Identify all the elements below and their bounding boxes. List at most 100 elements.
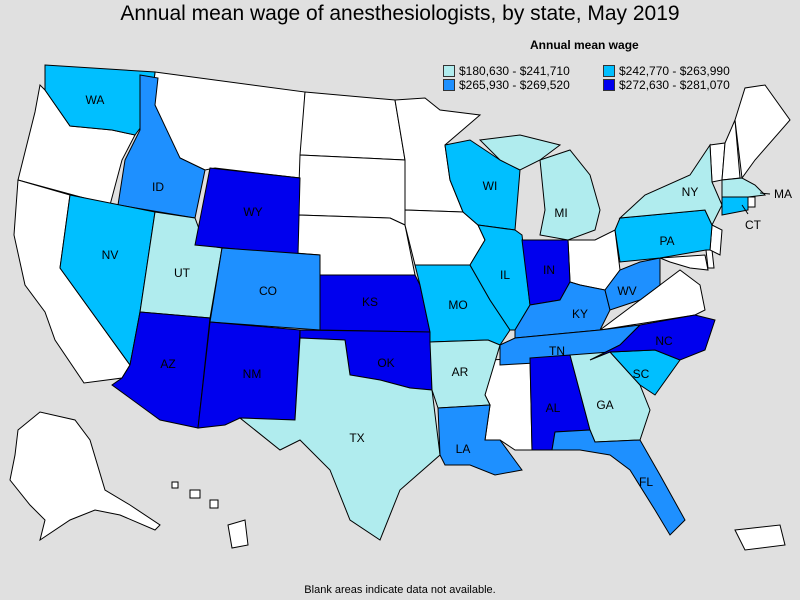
state-wy xyxy=(194,167,301,256)
legend-swatch-tier-3 xyxy=(443,79,455,91)
state-vt xyxy=(709,142,726,183)
state-sd xyxy=(297,154,406,226)
state-pa xyxy=(614,209,713,263)
state-ma xyxy=(721,177,767,198)
state-va xyxy=(599,269,706,331)
state-nv xyxy=(59,194,156,367)
state-nm xyxy=(197,321,301,429)
legend-label-tier-3: $265,930 - $269,520 xyxy=(459,78,570,92)
state-hi-3 xyxy=(209,499,219,509)
footnote: Blank areas indicate data not available. xyxy=(304,584,496,596)
legend-item-tier-1: $180,630 - $241,710 xyxy=(443,64,570,78)
label-nc: NC xyxy=(655,334,673,348)
state-wi xyxy=(444,139,521,231)
label-ma: MA xyxy=(774,187,792,201)
state-nc xyxy=(589,314,716,361)
label-fl: FL xyxy=(639,475,653,489)
label-ga: GA xyxy=(596,398,613,412)
label-az: AZ xyxy=(160,357,175,371)
state-fl xyxy=(551,429,686,536)
state-ny xyxy=(618,143,723,227)
state-tx xyxy=(238,337,441,541)
state-ks xyxy=(319,274,431,333)
label-nv: NV xyxy=(102,248,119,262)
legend-item-tier-2: $242,770 - $263,990 xyxy=(603,64,730,78)
label-ks: KS xyxy=(362,295,378,309)
state-wa xyxy=(44,64,156,136)
label-id: ID xyxy=(152,180,164,194)
state-ri xyxy=(747,196,756,208)
label-nm: NM xyxy=(243,367,262,381)
label-in: IN xyxy=(543,263,555,277)
label-ut: UT xyxy=(174,266,191,280)
label-ky: KY xyxy=(572,307,588,321)
state-ms xyxy=(484,357,533,451)
ma-leader-line xyxy=(759,192,771,195)
legend-item-tier-3: $265,930 - $269,520 xyxy=(443,78,570,92)
state-hi-2 xyxy=(189,489,201,499)
state-hi-4 xyxy=(227,519,249,549)
state-ak xyxy=(9,411,161,542)
label-la: LA xyxy=(456,442,471,456)
state-mo xyxy=(414,264,511,346)
state-de xyxy=(705,249,715,269)
state-ct xyxy=(721,196,749,216)
state-ar xyxy=(429,339,501,409)
label-wv: WV xyxy=(617,284,636,298)
label-tx: TX xyxy=(349,431,364,445)
state-oh xyxy=(567,229,621,291)
state-mn xyxy=(394,97,482,213)
label-il: IL xyxy=(500,268,510,282)
legend-swatch-tier-2 xyxy=(603,65,615,77)
legend-label-tier-4: $272,630 - $281,070 xyxy=(619,78,730,92)
state-md xyxy=(659,254,709,271)
label-wy: WY xyxy=(243,205,262,219)
state-wv xyxy=(604,257,661,311)
state-ia xyxy=(404,209,486,266)
ct-leader-line xyxy=(741,204,749,215)
legend-swatch-tier-1 xyxy=(443,65,455,77)
label-ct: CT xyxy=(745,218,762,232)
state-la xyxy=(437,404,523,476)
label-wa: WA xyxy=(86,93,105,107)
label-mo: MO xyxy=(448,298,467,312)
state-co xyxy=(209,247,321,331)
state-il xyxy=(469,224,531,331)
label-ar: AR xyxy=(452,365,469,379)
state-ca xyxy=(13,179,131,384)
state-hi-1 xyxy=(171,481,179,489)
label-al: AL xyxy=(546,401,561,415)
state-ky xyxy=(514,281,611,339)
state-tn xyxy=(499,324,642,366)
label-sc: SC xyxy=(633,367,650,381)
state-mt xyxy=(149,71,306,179)
label-tn: TN xyxy=(549,344,565,358)
state-ne xyxy=(294,214,416,276)
state-al xyxy=(529,354,591,451)
legend-item-tier-4: $272,630 - $281,070 xyxy=(603,78,730,92)
label-wi: WI xyxy=(483,179,498,193)
label-co: CO xyxy=(259,284,277,298)
legend-title: Annual mean wage xyxy=(530,38,639,52)
state-nh xyxy=(721,119,741,181)
state-mi xyxy=(539,149,601,241)
legend-label-tier-1: $180,630 - $241,710 xyxy=(459,64,570,78)
state-or xyxy=(17,83,136,206)
label-ok: OK xyxy=(377,356,394,370)
label-ny: NY xyxy=(682,185,699,199)
state-pr xyxy=(734,524,786,551)
state-in xyxy=(521,239,571,306)
state-ok xyxy=(299,329,433,391)
state-nd xyxy=(299,91,406,161)
state-sc xyxy=(608,349,681,396)
state-az xyxy=(111,311,211,429)
legend-label-tier-2: $242,770 - $263,990 xyxy=(619,64,730,78)
state-ut xyxy=(139,211,223,319)
state-mi-upper xyxy=(478,134,562,171)
state-me xyxy=(734,84,791,180)
label-mi: MI xyxy=(554,206,567,220)
legend-swatch-tier-4 xyxy=(603,79,615,91)
map-title: Annual mean wage of anesthesiologists, b… xyxy=(120,2,680,25)
state-id xyxy=(117,74,206,219)
label-pa: PA xyxy=(659,234,674,248)
